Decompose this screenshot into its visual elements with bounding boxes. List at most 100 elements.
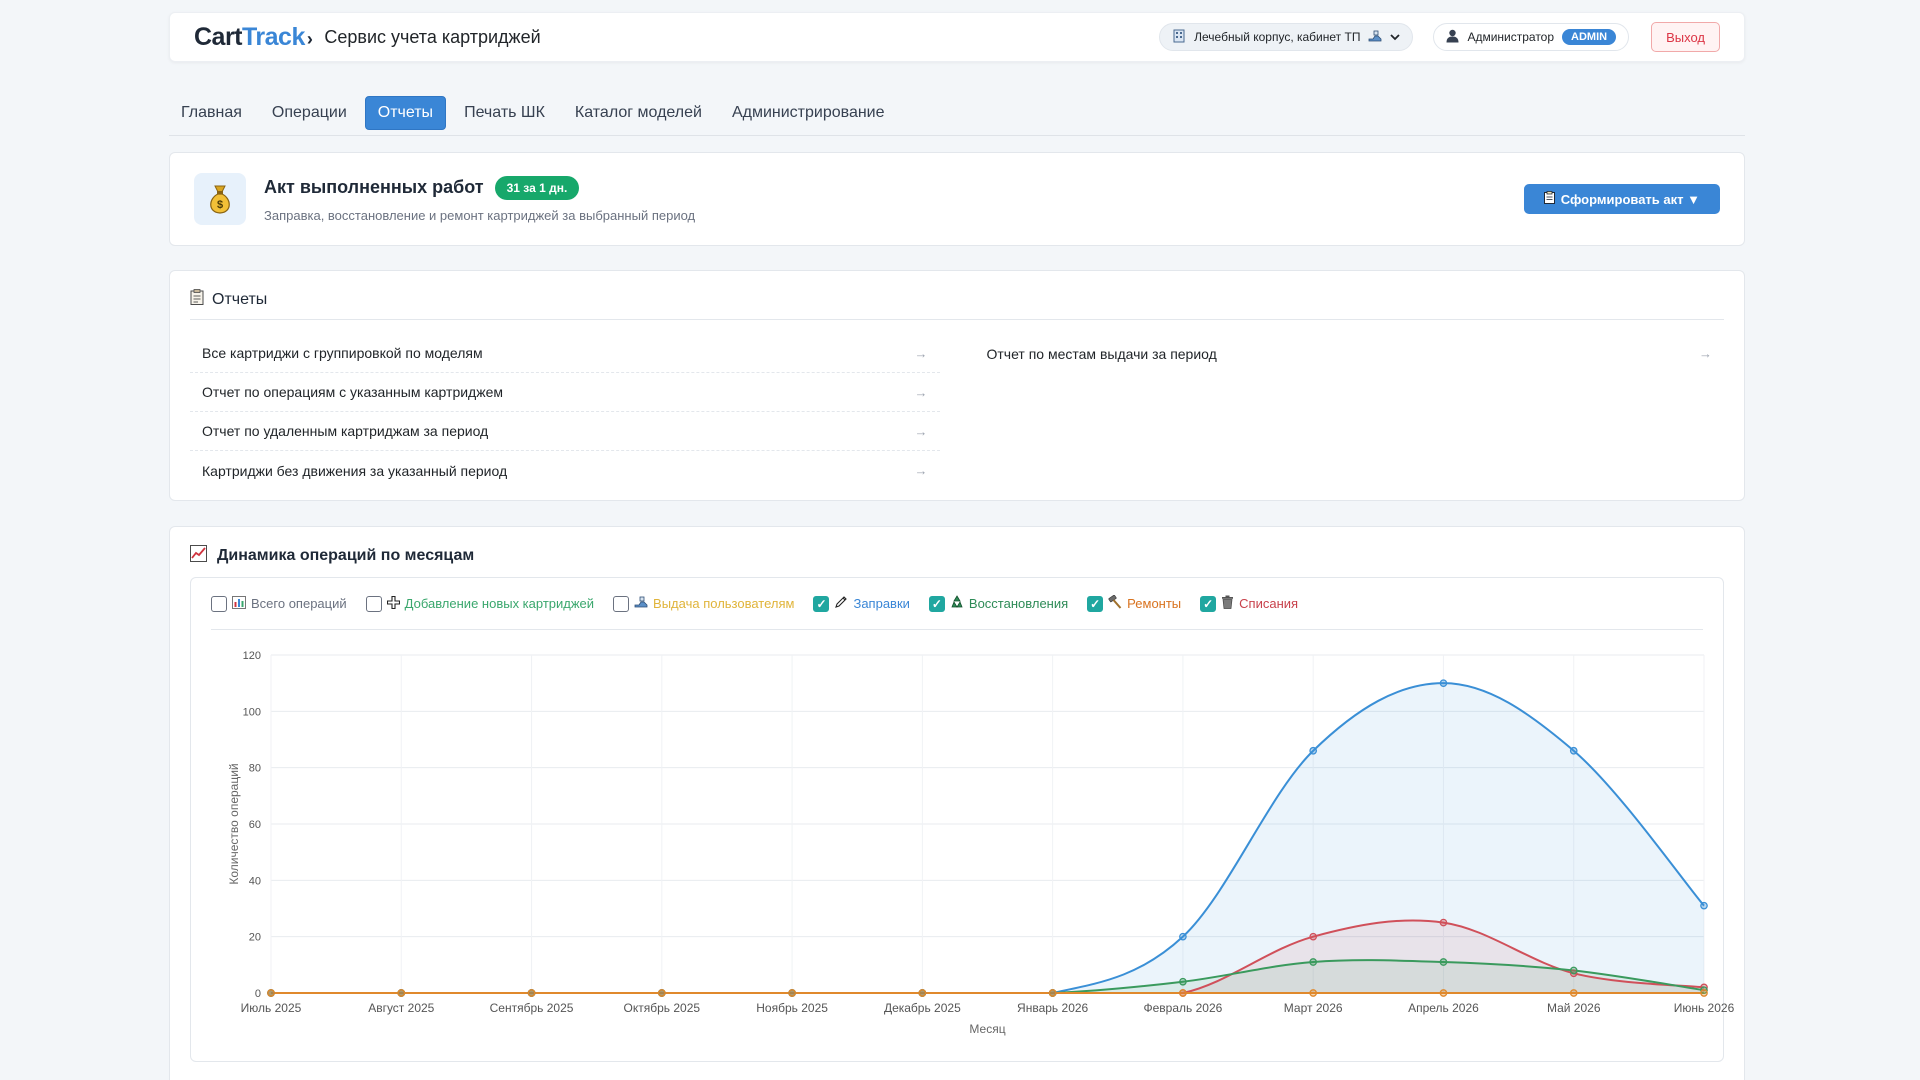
x-tick-label: Август 2025 <box>368 1001 434 1015</box>
legend-checkbox[interactable]: ✓ <box>928 595 945 612</box>
user-menu[interactable]: Администратор ADMIN <box>1433 23 1630 51</box>
x-tick-label: Январь 2026 <box>1017 1001 1088 1015</box>
legend-item[interactable]: ✓ Заправки <box>813 595 910 612</box>
arrow-right-icon: → <box>914 345 928 361</box>
data-point <box>1439 958 1448 966</box>
act-subtitle: Заправка, восстановление и ремонт картри… <box>264 207 696 223</box>
plus-icon <box>386 595 400 612</box>
legend-item[interactable]: ✓ Ремонты <box>1087 594 1182 612</box>
reports-title: Отчеты <box>212 290 268 308</box>
logout-button[interactable]: Выход <box>1651 22 1720 52</box>
user-icon <box>1446 29 1459 46</box>
report-link-label: Отчет по удаленным картриджам за период <box>202 423 489 439</box>
nav-tab[interactable]: Операции <box>271 103 347 121</box>
legend-label: Выдача пользователям <box>653 596 795 611</box>
legend-label: Всего операций <box>251 596 347 611</box>
nav-tab[interactable]: Печать ШК <box>464 103 545 121</box>
data-point <box>1569 746 1578 755</box>
legend-label: Списания <box>1239 596 1299 611</box>
data-point <box>1309 746 1318 755</box>
x-tick-label: Октябрь 2025 <box>624 1001 701 1015</box>
report-link[interactable]: Отчет по местам выдачи за период → <box>975 334 1725 373</box>
y-tick-label: 120 <box>243 650 261 662</box>
report-link-label: Картриджи без движения за указанный пери… <box>202 462 508 479</box>
generate-act-button[interactable]: Сформировать акт ▼ <box>1523 184 1720 214</box>
role-badge: ADMIN <box>1562 29 1617 45</box>
x-tick-label: Декабрь 2025 <box>884 1001 961 1015</box>
data-point <box>1439 679 1448 688</box>
arrow-right-icon: → <box>914 384 928 400</box>
data-point <box>1700 989 1708 997</box>
svg-text:$: $ <box>217 199 223 211</box>
legend-checkbox[interactable]: ✓ <box>813 595 830 612</box>
x-tick-label: Сентябрь 2025 <box>490 1001 574 1015</box>
data-point <box>1048 989 1057 997</box>
legend-checkbox[interactable] <box>365 595 382 612</box>
reports-left-column: Все картриджи с группировкой по моделям →… <box>190 334 940 490</box>
legend-checkbox[interactable]: ✓ <box>1200 595 1217 612</box>
reports-right-column: Отчет по местам выдачи за период → <box>975 334 1725 490</box>
x-tick-label: Май 2026 <box>1547 1001 1601 1015</box>
hand-icon <box>634 596 648 611</box>
legend-item[interactable]: Добавление новых картриджей <box>365 595 594 612</box>
data-point <box>1179 989 1187 997</box>
reports-card: Отчеты Все картриджи с группировкой по м… <box>169 270 1745 501</box>
app-logo[interactable]: CartTrack › <box>194 22 313 52</box>
recycle-icon <box>950 595 964 612</box>
data-point <box>918 989 927 997</box>
report-link[interactable]: Отчет по удаленным картриджам за период → <box>190 412 940 451</box>
top-bar: CartTrack › Сервис учета картриджей Лечеб… <box>169 12 1745 62</box>
legend-checkbox[interactable] <box>613 595 630 612</box>
data-point <box>1309 989 1318 997</box>
data-point <box>657 989 666 997</box>
series-area <box>271 960 1704 993</box>
report-link[interactable]: Картриджи без движения за указанный пери… <box>190 451 940 490</box>
legend-label: Ремонты <box>1127 596 1182 611</box>
nav-tab[interactable]: Каталог моделей <box>574 103 702 121</box>
act-title: Акт выполненных работ <box>264 177 484 197</box>
x-tick-label: Февраль 2026 <box>1144 1001 1223 1015</box>
data-point <box>1700 901 1708 910</box>
user-name: Администратор <box>1467 30 1555 44</box>
chart-container: Всего операций Добавление новых картридже… <box>190 577 1735 1062</box>
series-area <box>271 920 1704 993</box>
legend-item[interactable]: ✓ Списания <box>1200 595 1298 612</box>
x-tick-label: Июль 2025 <box>241 1001 302 1015</box>
act-card: $ Акт выполненных работ 31 за 1 дн. Запр… <box>169 152 1745 246</box>
x-tick-label: Апрель 2026 <box>1408 1001 1479 1015</box>
pen-icon <box>834 595 848 612</box>
arrow-right-icon: → <box>914 463 928 478</box>
generate-act-label: Сформировать акт ▼ <box>1560 191 1700 207</box>
logo-track-text: Track <box>242 22 305 51</box>
x-tick-label: Март 2026 <box>1284 1001 1343 1015</box>
y-axis-title: Количество операций <box>227 763 241 884</box>
data-point <box>1309 932 1318 941</box>
nav-tab[interactable]: Отчеты <box>364 95 447 130</box>
arrow-right-icon: → <box>1699 346 1712 361</box>
legend-item[interactable]: ✓ Восстановления <box>928 595 1068 612</box>
report-link-label: Отчет по операциям с указанным картридже… <box>202 384 503 400</box>
data-point <box>1179 977 1187 986</box>
main-nav: Главная Операции Отчеты Печать ШК Каталог мо… <box>169 90 1745 136</box>
series-area <box>271 683 1704 993</box>
x-tick-label: Июнь 2026 <box>1674 1001 1735 1015</box>
nav-tab[interactable]: Администрирование <box>731 103 885 121</box>
y-tick-label: 60 <box>249 819 261 831</box>
nav-tab[interactable]: Главная <box>181 103 242 121</box>
clipboard-icon <box>190 289 204 310</box>
report-link[interactable]: Все картриджи с группировкой по моделям → <box>190 334 940 373</box>
legend-checkbox[interactable]: ✓ <box>1087 595 1104 612</box>
legend-item[interactable]: Всего операций <box>211 595 347 612</box>
line-chart-icon <box>190 545 207 567</box>
logo-cart-text: Cart <box>194 22 243 51</box>
legend-item[interactable]: Выдача пользователям <box>613 595 795 612</box>
data-point <box>1569 989 1578 997</box>
data-point <box>1569 966 1578 975</box>
location-selector[interactable]: Лечебный корпус, кабинет ТП <box>1159 23 1414 51</box>
bar-chart-icon <box>232 595 246 612</box>
report-link[interactable]: Отчет по операциям с указанным картридже… <box>190 373 940 412</box>
y-tick-label: 40 <box>249 875 261 887</box>
chevron-right-icon: › <box>306 28 313 49</box>
data-point <box>788 989 796 997</box>
legend-checkbox[interactable] <box>211 595 227 612</box>
